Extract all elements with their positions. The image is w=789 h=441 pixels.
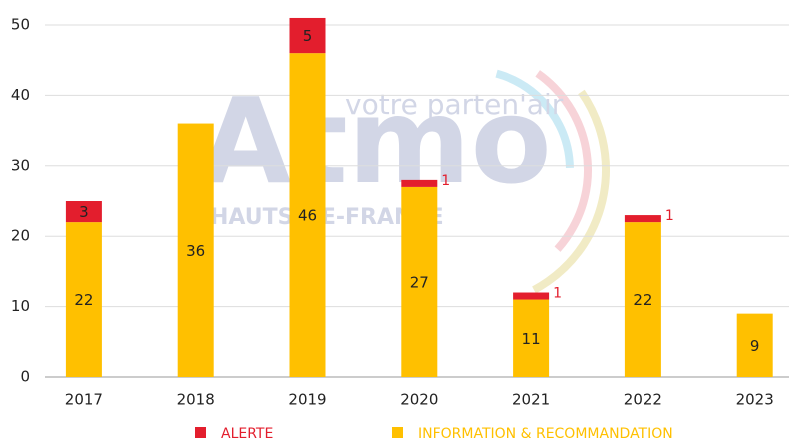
legend-label: ALERTE <box>221 426 273 441</box>
y-tick-label: 20 <box>11 227 30 245</box>
x-tick-label: 2019 <box>288 391 326 409</box>
data-label: 36 <box>186 242 205 260</box>
x-tick-label: 2017 <box>65 391 103 409</box>
data-label: 22 <box>74 291 93 309</box>
bar-segment <box>65 201 102 223</box>
y-tick-label: 10 <box>11 297 30 315</box>
x-tick-label: 2022 <box>624 391 662 409</box>
bar-segment <box>401 179 438 187</box>
x-tick-label: 2018 <box>177 391 215 409</box>
bar-segment <box>289 17 326 54</box>
x-tick-label: 2021 <box>512 391 550 409</box>
x-tick-label: 2020 <box>400 391 438 409</box>
data-label: 27 <box>410 273 429 291</box>
bar-segment <box>401 186 438 377</box>
legend-label: INFORMATION & RECOMMANDATION <box>418 426 673 441</box>
bar-segment <box>736 313 773 377</box>
legend-swatch <box>392 427 403 438</box>
logo-arc <box>330 29 610 310</box>
y-tick-label: 40 <box>11 86 30 104</box>
logo-arc <box>366 65 574 274</box>
watermark-tagline: votre parten'air <box>345 88 564 121</box>
y-tick-label: 0 <box>20 368 30 386</box>
bar-segment <box>65 222 102 377</box>
x-tick-label: 2023 <box>736 391 774 409</box>
bar-segment <box>289 53 326 377</box>
data-label: 1 <box>665 208 674 224</box>
bar-segment <box>624 222 661 377</box>
bar-segment <box>624 215 661 223</box>
y-tick-label: 50 <box>11 16 30 34</box>
data-label: 1 <box>553 286 562 302</box>
bar-segment <box>177 123 214 377</box>
bar-segment <box>513 299 550 377</box>
legend-swatch <box>195 427 206 438</box>
y-tick-label: 30 <box>11 156 30 174</box>
data-label: 3 <box>79 203 89 221</box>
data-label: 9 <box>750 337 760 355</box>
bar-segment <box>513 292 550 300</box>
data-label: 5 <box>303 27 313 45</box>
data-label: 11 <box>522 330 541 348</box>
data-label: 1 <box>441 173 450 189</box>
data-label: 22 <box>633 291 652 309</box>
data-label: 46 <box>298 207 317 225</box>
